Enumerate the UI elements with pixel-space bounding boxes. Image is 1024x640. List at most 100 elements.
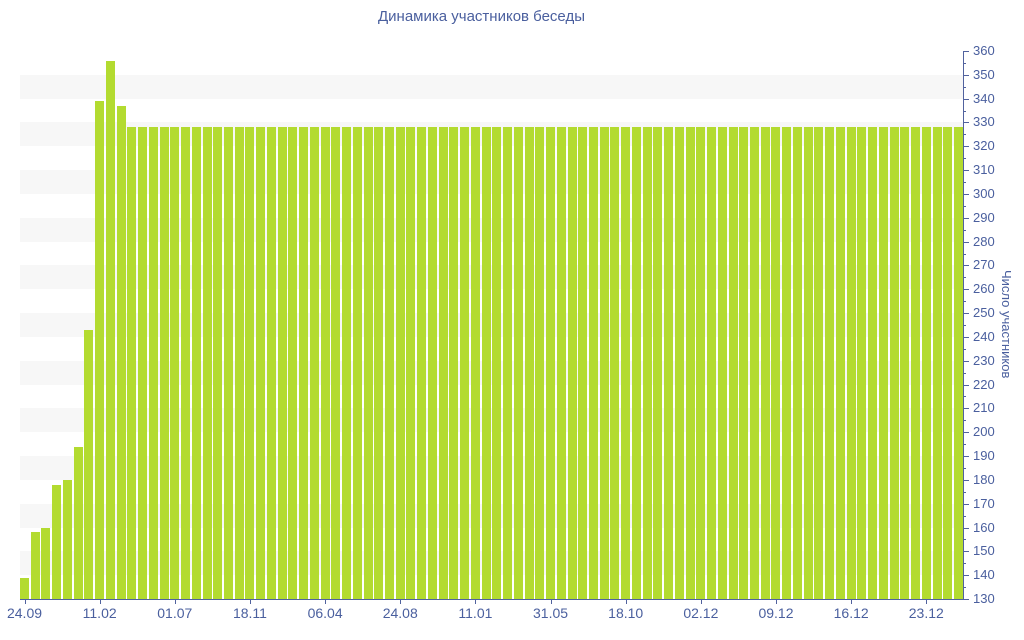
x-tick-label: 24.09: [6, 605, 43, 621]
y-major-tick: [963, 170, 969, 172]
y-tick-label: 130: [973, 591, 995, 606]
bar: [309, 127, 319, 599]
background-stripe: [20, 503, 963, 528]
background-stripe: [20, 265, 963, 290]
y-tick-label: 360: [973, 43, 995, 58]
bar: [20, 577, 29, 599]
bar: [127, 127, 137, 599]
bar: [41, 527, 51, 599]
bar: [84, 329, 94, 599]
bar: [728, 127, 738, 599]
bar: [868, 127, 878, 599]
bar: [846, 127, 856, 599]
x-axis-line: [20, 599, 964, 600]
bar: [342, 127, 352, 599]
bar: [331, 127, 341, 599]
y-major-tick: [963, 456, 969, 458]
y-major-tick: [963, 98, 969, 100]
y-major-tick: [963, 289, 969, 291]
x-tick-label: 31.05: [533, 605, 569, 621]
bar: [191, 127, 201, 599]
y-minor-tick: [963, 134, 966, 136]
y-major-tick: [963, 122, 969, 124]
x-tick-label: 11.01: [458, 605, 493, 621]
y-minor-tick: [963, 277, 966, 279]
y-major-tick: [963, 193, 969, 195]
x-tick-label: 24.08: [382, 605, 418, 621]
y-minor-tick: [963, 420, 966, 422]
bar: [825, 127, 835, 599]
background-stripe: [20, 74, 963, 99]
bar: [385, 127, 394, 599]
bar: [30, 532, 40, 599]
x-tick: [400, 600, 402, 604]
bar: [857, 127, 867, 599]
y-minor-tick: [963, 467, 966, 469]
bar: [717, 127, 727, 599]
y-tick-label: 260: [973, 281, 995, 297]
y-major-tick: [963, 432, 969, 434]
x-tick: [700, 600, 702, 604]
chart-title: Динамика участников беседы: [378, 8, 585, 25]
bar: [105, 60, 115, 599]
bar: [223, 127, 233, 599]
bar: [299, 127, 309, 599]
bar: [427, 127, 437, 599]
y-tick-label: 190: [973, 448, 995, 464]
y-minor-tick: [963, 158, 966, 160]
x-tick-label: 01.07: [157, 605, 193, 621]
bar: [707, 127, 717, 599]
y-major-tick: [963, 265, 969, 267]
y-major-tick: [963, 360, 969, 362]
y-tick-label: 340: [973, 90, 995, 106]
x-tick: [249, 600, 251, 604]
y-tick-label: 300: [973, 185, 995, 201]
bar: [803, 127, 813, 599]
bar: [138, 127, 148, 599]
y-minor-tick: [963, 86, 966, 88]
y-major-tick: [963, 408, 969, 410]
bar: [52, 484, 62, 599]
bar: [170, 127, 180, 599]
y-minor-tick: [963, 62, 966, 64]
bar: [621, 127, 631, 599]
bar: [513, 127, 523, 599]
bar: [750, 127, 760, 599]
y-tick-label: 290: [973, 209, 995, 225]
y-tick-label: 270: [973, 257, 995, 273]
x-tick-label: 02.12: [683, 605, 719, 621]
x-tick: [625, 600, 627, 604]
y-major-tick: [963, 599, 969, 600]
bar: [449, 127, 459, 599]
bar: [148, 127, 158, 599]
bar: [578, 127, 588, 599]
x-tick: [851, 600, 853, 604]
y-tick-label: 210: [973, 400, 995, 416]
y-tick-label: 180: [973, 471, 995, 487]
y-tick-label: 320: [973, 138, 995, 154]
bar: [599, 127, 609, 599]
y-major-tick: [963, 503, 969, 505]
bar: [374, 127, 384, 599]
y-major-tick: [963, 146, 969, 148]
y-minor-tick: [963, 182, 966, 184]
y-tick-label: 350: [973, 66, 995, 82]
y-major-tick: [963, 74, 969, 76]
x-tick: [550, 600, 552, 604]
background-stripe: [20, 456, 963, 480]
bar: [567, 127, 577, 599]
bar: [460, 127, 470, 599]
bar: [943, 127, 953, 599]
y-major-tick: [963, 479, 969, 481]
bar: [116, 105, 126, 599]
background-stripe: [20, 408, 963, 433]
bar: [631, 127, 641, 599]
bar: [685, 127, 695, 599]
y-major-tick: [963, 336, 969, 338]
bar: [234, 127, 244, 599]
bar: [696, 127, 706, 599]
bar: [62, 479, 72, 599]
y-tick-label: 330: [973, 114, 995, 130]
bar: [73, 446, 83, 599]
y-minor-tick: [963, 587, 966, 589]
